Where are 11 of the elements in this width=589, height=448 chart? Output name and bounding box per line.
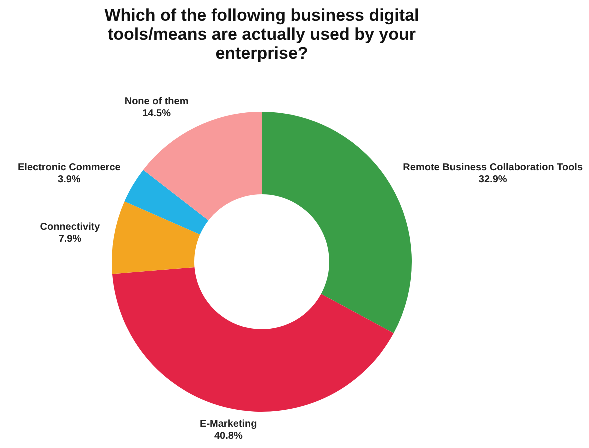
data-label: 3.9%	[58, 174, 81, 186]
slice-label: Electronic Commerce	[18, 162, 122, 174]
chart-title: Which of the following business digital tools/means are actually used by your enterprise?	[104, 6, 420, 63]
data-label: 32.9%	[478, 174, 508, 186]
slice-label: None of them	[124, 96, 189, 108]
slice-label: Remote Business Collaboration Tools	[403, 162, 584, 174]
data-label: 14.5%	[142, 108, 172, 120]
data-label: 7.9%	[58, 234, 82, 246]
slice-label: E-Marketing	[200, 419, 258, 430]
slice-label: Connectivity	[40, 222, 101, 234]
data-label: 40.8%	[214, 431, 243, 442]
